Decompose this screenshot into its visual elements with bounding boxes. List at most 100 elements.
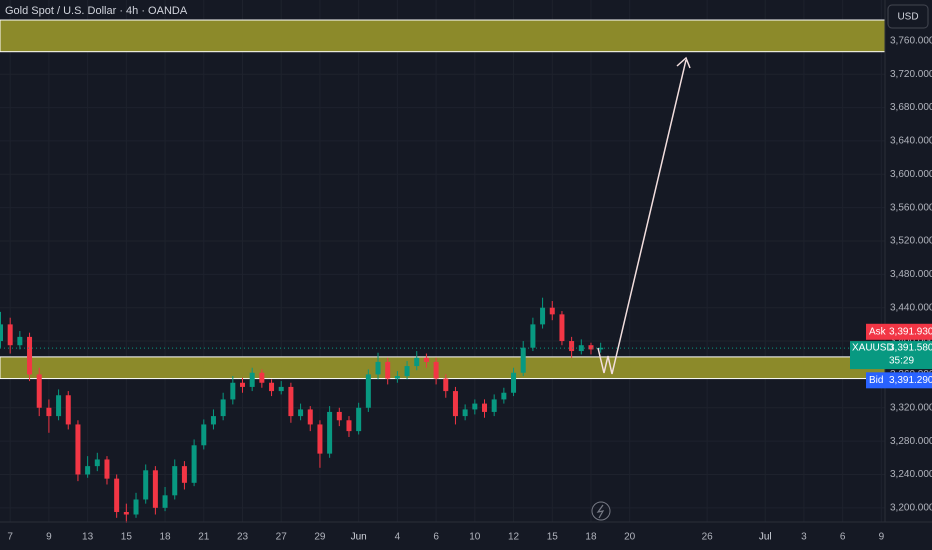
candle-body	[569, 341, 575, 352]
candle-body	[462, 409, 468, 417]
x-tick-label: 15	[121, 532, 133, 543]
price-label-name: Bid	[869, 375, 883, 386]
candle-body	[423, 357, 429, 362]
y-tick-label: 3,720.000	[890, 69, 932, 80]
candle-body	[511, 372, 517, 393]
candles	[0, 297, 604, 523]
price-label-name: Ask	[869, 326, 887, 337]
y-tick-label: 3,200.000	[890, 502, 932, 513]
candle-body	[385, 361, 391, 379]
candle-body	[336, 411, 342, 421]
candle-body	[7, 324, 13, 346]
candle-body	[56, 395, 62, 417]
x-tick-label: 29	[314, 532, 326, 543]
y-tick-label: 3,680.000	[890, 102, 932, 113]
x-tick-label: 21	[198, 532, 210, 543]
candle-body	[414, 357, 420, 367]
axes: 3,200.0003,240.0003,280.0003,320.0003,36…	[0, 36, 932, 543]
y-tick-label: 3,560.000	[890, 202, 932, 213]
y-tick-label: 3,440.000	[890, 302, 932, 313]
x-tick-label: 20	[624, 532, 636, 543]
x-tick-label: 3	[801, 532, 807, 543]
candle-body	[278, 386, 284, 392]
zones	[0, 19, 886, 380]
y-tick-label: 3,240.000	[890, 469, 932, 480]
candle-body	[307, 409, 313, 425]
candle-body	[501, 392, 507, 400]
candle-body	[240, 382, 245, 387]
candle-body	[75, 424, 81, 475]
candle-body	[152, 470, 158, 508]
price-label-box	[866, 323, 932, 340]
x-tick-label: 18	[159, 532, 171, 543]
candle-body	[201, 424, 207, 446]
y-tick-label: 3,760.000	[890, 36, 932, 47]
candle-body	[133, 499, 139, 515]
countdown: 35:29	[889, 356, 914, 367]
candle-body	[317, 424, 323, 454]
x-tick-label: 23	[237, 532, 249, 543]
candle-body	[346, 420, 352, 432]
x-tick-label: 26	[702, 532, 714, 543]
candle-body	[46, 407, 52, 417]
candle-body	[491, 399, 497, 412]
candle-body	[27, 336, 33, 375]
y-tick-label: 3,280.000	[890, 436, 932, 447]
candle-body	[181, 466, 187, 483]
event-icon-bolt	[596, 504, 605, 519]
candle-body	[356, 407, 362, 432]
candle-body	[65, 395, 71, 425]
event-icon[interactable]	[591, 501, 611, 521]
candle-body	[114, 478, 120, 512]
x-tick-label: 7	[7, 532, 13, 543]
candle-body	[404, 366, 410, 377]
candle-body	[482, 403, 487, 412]
x-tick-label: 27	[276, 532, 288, 543]
candle-body	[433, 361, 439, 379]
candle-body	[298, 409, 304, 417]
candle-body	[327, 411, 333, 454]
x-tick-label: 15	[547, 532, 559, 543]
y-tick-label: 3,320.000	[890, 402, 932, 413]
candle-body	[191, 445, 197, 483]
candle-body	[365, 374, 371, 408]
candle-body	[443, 378, 449, 392]
y-tick-label: 3,600.000	[890, 169, 932, 180]
currency[interactable]: USD	[897, 12, 918, 23]
candle-body	[288, 386, 294, 417]
candle-body	[172, 466, 178, 496]
price-label-value: 3,391.930	[889, 326, 932, 337]
candle-body	[249, 372, 255, 387]
candle-body	[259, 372, 265, 383]
price-label-value: 3,391.580	[889, 343, 932, 354]
candle-body	[269, 382, 275, 392]
x-tick-label: 9	[879, 532, 885, 543]
currency-button[interactable]	[887, 4, 929, 29]
candle-body	[520, 347, 526, 373]
candle-body	[230, 382, 236, 400]
candle-body	[530, 324, 536, 348]
candle-body	[85, 466, 91, 475]
candle-body	[0, 324, 3, 342]
candle-body	[123, 511, 129, 515]
candle-body	[588, 345, 594, 350]
candle-body	[540, 307, 546, 325]
candle-body	[143, 470, 149, 500]
candle-body	[104, 459, 110, 479]
x-tick-label: 13	[82, 532, 94, 543]
x-tick-label: Jul	[759, 532, 772, 543]
y-tick-label: 3,480.000	[890, 269, 932, 280]
candle-body	[375, 361, 381, 375]
candle-body	[472, 403, 478, 410]
arrow-path	[597, 59, 687, 375]
candle-body	[94, 459, 100, 467]
x-tick-label: 12	[508, 532, 520, 543]
arrow-head	[676, 56, 691, 69]
x-tick-label: 6	[840, 532, 846, 543]
candle-body	[559, 314, 565, 342]
price-label-name: XAUUSD	[852, 343, 894, 354]
zone	[0, 19, 886, 53]
